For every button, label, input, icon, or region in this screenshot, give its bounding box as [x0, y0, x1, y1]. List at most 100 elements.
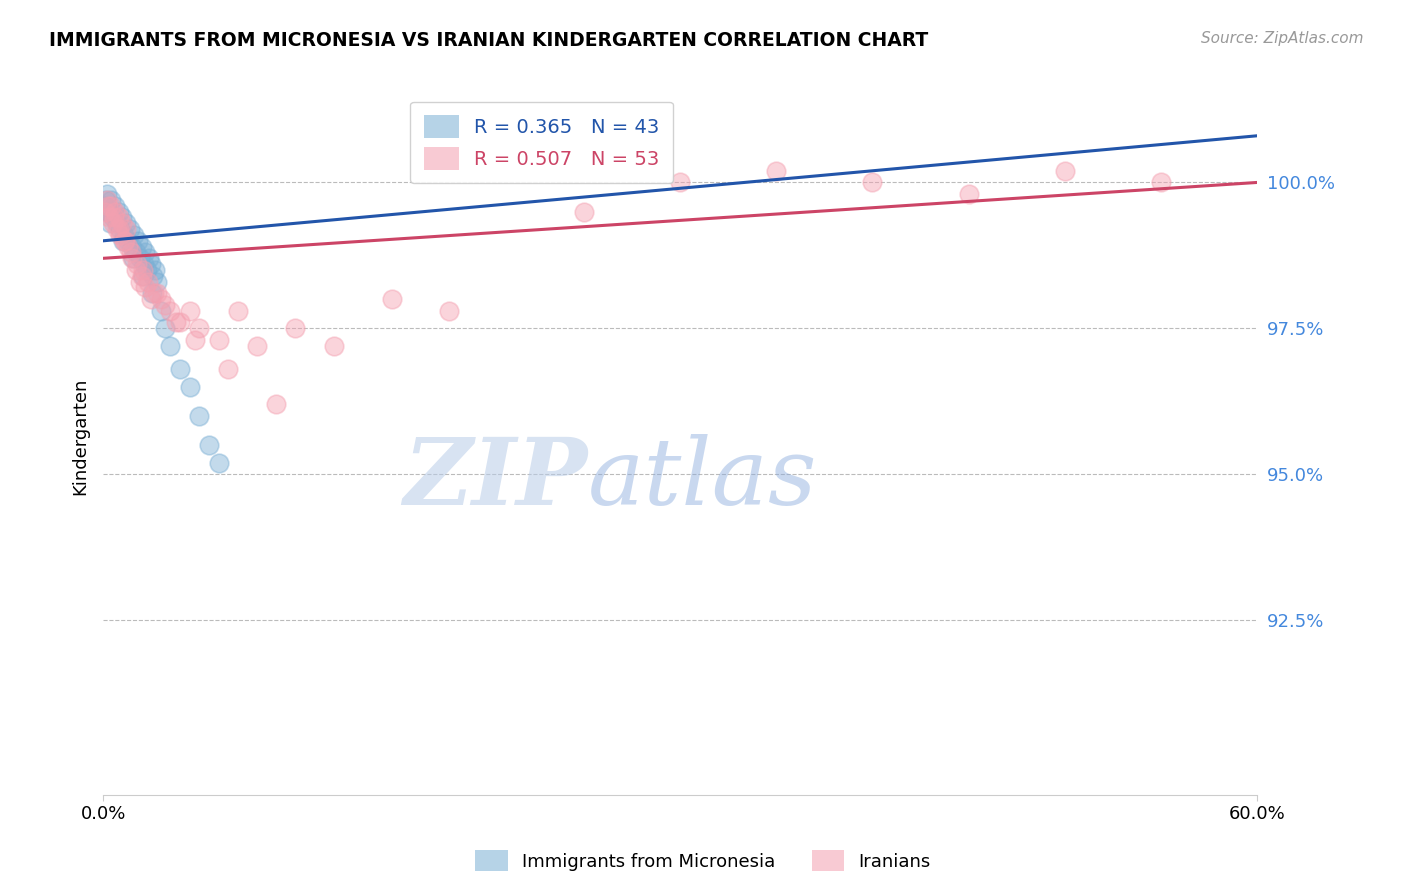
Point: [117, 239, 139, 253]
Point: [94, 193, 117, 207]
Point: [104, 204, 127, 219]
Point: [110, 227, 132, 242]
Point: [381, 292, 404, 306]
Point: [107, 211, 129, 225]
Point: [264, 397, 287, 411]
Point: [159, 339, 181, 353]
Point: [131, 239, 153, 253]
Point: [96, 187, 118, 202]
Point: [127, 234, 149, 248]
Point: [439, 303, 461, 318]
Point: [121, 239, 143, 253]
Point: [94, 199, 117, 213]
Point: [111, 216, 134, 230]
Point: [94, 204, 117, 219]
Point: [136, 275, 159, 289]
Point: [112, 227, 135, 242]
Point: [131, 268, 153, 283]
Text: IMMIGRANTS FROM MICRONESIA VS IRANIAN KINDERGARTEN CORRELATION CHART: IMMIGRANTS FROM MICRONESIA VS IRANIAN KI…: [49, 31, 928, 50]
Text: atlas: atlas: [588, 434, 817, 524]
Point: [322, 339, 344, 353]
Point: [125, 245, 148, 260]
Point: [100, 199, 122, 213]
Point: [284, 321, 307, 335]
Text: Source: ZipAtlas.com: Source: ZipAtlas.com: [1201, 31, 1364, 46]
Point: [112, 234, 135, 248]
Point: [128, 275, 150, 289]
Y-axis label: Kindergarten: Kindergarten: [72, 377, 89, 495]
Point: [146, 286, 169, 301]
Point: [122, 252, 145, 266]
Point: [207, 333, 229, 347]
Point: [110, 222, 132, 236]
Point: [207, 456, 229, 470]
Point: [957, 187, 980, 202]
Point: [860, 176, 883, 190]
Point: [132, 257, 155, 271]
Point: [141, 257, 163, 271]
Point: [188, 321, 211, 335]
Point: [97, 204, 120, 219]
Point: [217, 362, 239, 376]
Point: [169, 316, 191, 330]
Point: [188, 409, 211, 423]
Point: [111, 211, 134, 225]
Point: [98, 216, 121, 230]
Point: [100, 193, 122, 207]
Point: [105, 216, 128, 230]
Point: [153, 321, 176, 335]
Point: [146, 275, 169, 289]
Point: [226, 303, 249, 318]
Point: [184, 333, 207, 347]
Point: [141, 292, 163, 306]
Point: [96, 193, 118, 207]
Point: [128, 252, 150, 266]
Point: [246, 339, 269, 353]
Point: [141, 286, 163, 301]
Point: [142, 268, 165, 283]
Point: [169, 362, 191, 376]
Point: [97, 211, 120, 225]
Point: [112, 234, 135, 248]
Point: [101, 216, 124, 230]
Point: [1053, 163, 1076, 178]
Point: [572, 204, 595, 219]
Point: [125, 257, 148, 271]
Point: [117, 234, 139, 248]
Legend: Immigrants from Micronesia, Iranians: Immigrants from Micronesia, Iranians: [468, 843, 938, 879]
Point: [120, 245, 142, 260]
Point: [143, 263, 166, 277]
Point: [125, 263, 148, 277]
Point: [101, 211, 124, 225]
Point: [134, 245, 156, 260]
Point: [131, 263, 153, 277]
Point: [179, 379, 201, 393]
Point: [765, 163, 787, 178]
Point: [122, 227, 145, 242]
Point: [1150, 176, 1173, 190]
Point: [165, 316, 187, 330]
Point: [121, 252, 143, 266]
Point: [107, 204, 129, 219]
Point: [159, 303, 181, 318]
Point: [179, 303, 201, 318]
Point: [115, 222, 138, 236]
Point: [136, 263, 159, 277]
Point: [143, 286, 166, 301]
Point: [115, 216, 138, 230]
Legend: R = 0.365   N = 43, R = 0.507   N = 53: R = 0.365 N = 43, R = 0.507 N = 53: [411, 102, 673, 184]
Point: [153, 298, 176, 312]
Point: [97, 204, 120, 219]
Text: ZIP: ZIP: [404, 434, 588, 524]
Point: [149, 292, 172, 306]
Point: [198, 438, 221, 452]
Point: [118, 222, 141, 236]
Point: [669, 176, 692, 190]
Point: [103, 211, 125, 225]
Point: [134, 280, 156, 294]
Point: [114, 234, 136, 248]
Point: [104, 199, 127, 213]
Point: [108, 222, 131, 236]
Point: [149, 303, 172, 318]
Point: [131, 268, 153, 283]
